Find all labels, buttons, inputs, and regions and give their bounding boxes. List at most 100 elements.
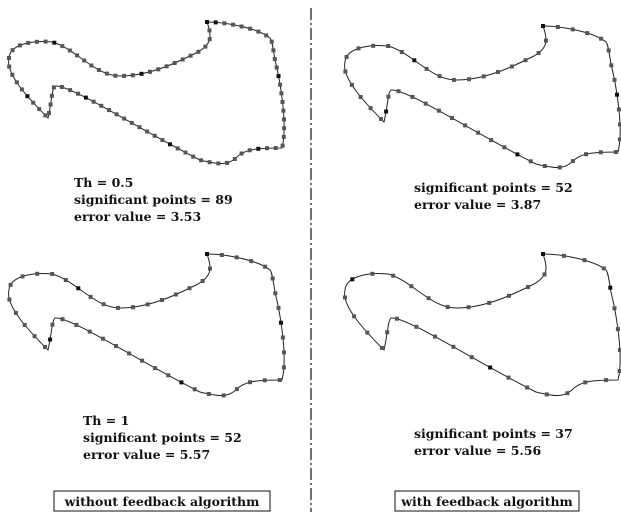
significant-point [249,259,254,264]
significant-point [424,66,429,71]
significant-point [271,48,276,53]
significant-point [101,302,106,307]
significant-point [7,56,11,60]
significant-point [232,157,237,161]
significant-point [180,57,185,62]
significant-point [8,282,13,287]
significant-point [187,286,192,291]
significant-point [557,165,562,170]
significant-point [183,150,188,155]
significant-point [153,366,158,371]
significant-point [82,58,87,63]
significant-point [391,273,396,278]
significant-point [436,108,441,113]
significant-point [609,63,614,68]
significant-point [496,70,500,74]
significant-point [248,380,252,385]
significant-point [476,130,481,135]
significant-point [191,154,196,159]
significant-point [160,298,164,302]
significant-point [278,82,283,87]
contour-panel-without-feedback-th-0-5 [7,20,287,166]
br-significant-points-label: significant points = 37 [414,426,573,441]
significant-point [384,109,389,114]
significant-point [412,58,417,63]
significant-points-group [343,252,621,397]
significant-point [349,82,354,87]
significant-point [7,64,12,69]
significant-point [365,330,370,335]
br-error-value-label: error value = 5.56 [414,443,541,458]
significant-point [273,146,278,150]
significant-point [379,117,383,121]
significant-point [570,27,575,32]
significant-points-group [7,252,286,398]
significant-point [542,272,547,277]
significant-point [100,336,105,341]
contour-curve [344,25,621,169]
significant-point [613,150,618,154]
significant-point [280,100,285,104]
significant-point [555,25,560,29]
significant-point [561,253,566,258]
significant-point [89,63,94,68]
significant-point [396,89,401,94]
significant-point [274,65,279,70]
significant-point [256,29,261,34]
significant-point [489,138,494,143]
significant-point [35,271,40,276]
significant-point [114,112,119,117]
significant-point [63,278,68,282]
significant-point [385,330,390,335]
significant-point [156,67,161,72]
significant-point [617,369,621,373]
significant-point [583,380,588,385]
contour-curve [8,21,285,165]
tl-significant-points-label: significant points = 89 [74,192,233,207]
significant-point [617,348,621,352]
significant-point [113,73,118,78]
significant-point [487,300,492,305]
significant-point [10,48,15,53]
significant-point [536,51,541,55]
significant-point [584,152,588,157]
significant-point [263,264,268,269]
significant-point [91,99,96,104]
significant-point [350,277,355,282]
significant-point [26,40,31,45]
significant-point [239,151,244,156]
significant-point [606,48,611,53]
significant-point [269,39,274,44]
significant-point [467,77,471,82]
significant-point [152,133,157,138]
significant-point [179,380,184,385]
significant-point [277,378,282,382]
significant-point [48,102,53,107]
bl-th-label: Th = 1 [83,413,129,428]
significant-point [437,74,442,79]
significant-point [276,74,281,79]
significant-point [67,48,72,53]
significant-point [466,305,471,310]
significant-point [280,335,285,340]
significant-point [541,252,545,256]
significant-point [207,160,212,165]
significant-point [544,392,549,397]
significant-point [582,258,587,263]
significant-point [343,69,348,74]
caption-box-left [53,490,271,512]
significant-point [99,103,104,108]
significant-point [371,43,376,48]
significant-point [20,274,25,279]
significant-point [207,37,212,42]
tr-significant-points-label: significant points = 52 [414,180,573,195]
significant-point [507,293,511,298]
significant-point [172,61,177,65]
significant-point [7,297,12,302]
significant-point [502,145,507,150]
significant-point [409,284,414,289]
significant-point [59,85,64,89]
significant-point [188,53,193,58]
significant-point [379,345,384,350]
caption-box-right [394,490,580,512]
